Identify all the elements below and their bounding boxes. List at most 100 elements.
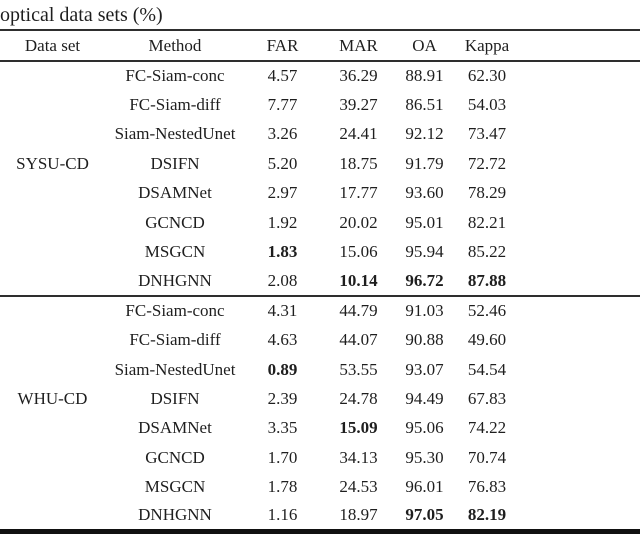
- table-caption: optical data sets (%): [0, 4, 163, 26]
- oa-cell: 93.60: [405, 183, 444, 203]
- kappa-cell: 70.74: [467, 447, 507, 467]
- method-cell: DSAMNet: [138, 418, 212, 438]
- dataset-cell: [0, 237, 105, 266]
- mar-cell: 36.29: [339, 66, 378, 86]
- col-header-kappa: Kappa: [464, 35, 510, 55]
- dataset-cell: [0, 120, 105, 149]
- far-cell: 5.20: [267, 153, 298, 173]
- mar-cell: 39.27: [339, 95, 378, 115]
- method-cell: FC-Siam-conc: [125, 66, 225, 86]
- header-row: Data set Method FAR MAR OA Kappa: [0, 30, 640, 61]
- col-header-mar: MAR: [339, 35, 378, 55]
- mar-cell: 53.55: [339, 359, 378, 379]
- spacer-cell: [522, 237, 640, 266]
- table-row: FC-Siam-conc 4.57 36.29 88.91 62.30: [0, 61, 640, 90]
- dataset-cell: [0, 90, 105, 119]
- oa-cell: 86.51: [405, 95, 444, 115]
- table-row: FC-Siam-diff 4.63 44.07 90.88 49.60: [0, 326, 640, 355]
- dataset-cell: [0, 208, 105, 237]
- kappa-cell: 85.22: [467, 242, 507, 262]
- method-cell: MSGCN: [144, 242, 206, 262]
- kappa-cell: 74.22: [467, 418, 507, 438]
- table-row: WHU-CD DSIFN 2.39 24.78 94.49 67.83: [0, 384, 640, 413]
- col-header-method: Method: [148, 35, 202, 55]
- mar-cell: 24.53: [339, 477, 378, 497]
- col-header-far: FAR: [266, 35, 299, 55]
- far-cell: 3.35: [267, 418, 298, 438]
- far-cell: 0.89: [267, 359, 298, 379]
- kappa-cell: 62.30: [467, 66, 507, 86]
- mar-cell: 15.06: [339, 242, 378, 262]
- kappa-cell: 67.83: [467, 388, 507, 408]
- oa-cell: 96.72: [405, 270, 444, 290]
- far-cell: 3.26: [267, 124, 298, 144]
- oa-cell: 96.01: [405, 477, 444, 497]
- dataset-cell: [0, 61, 105, 90]
- method-cell: GCNCD: [145, 447, 205, 467]
- oa-cell: 97.05: [405, 505, 444, 525]
- mar-cell: 24.41: [339, 124, 378, 144]
- far-cell: 4.31: [245, 295, 320, 326]
- table-row: MSGCN 1.78 24.53 96.01 76.83: [0, 472, 640, 501]
- table-row: Siam-NestedUnet 0.89 53.55 93.07 54.54: [0, 355, 640, 384]
- mar-cell: 10.14: [339, 270, 378, 290]
- kappa-cell: 54.03: [467, 95, 507, 115]
- oa-cell: 95.30: [405, 447, 444, 467]
- spacer-cell: [522, 149, 640, 178]
- dataset-cell: [0, 502, 105, 531]
- method-cell: DSAMNet: [138, 183, 212, 203]
- spacer-cell: [522, 208, 640, 237]
- kappa-cell: 54.54: [467, 359, 507, 379]
- table-row: GCNCD 1.70 34.13 95.30 70.74: [0, 443, 640, 472]
- kappa-cell: 82.21: [467, 212, 507, 232]
- oa-cell: 94.49: [405, 388, 444, 408]
- spacer-cell: [522, 326, 640, 355]
- method-cell: DNHGNN: [138, 270, 212, 290]
- spacer-cell: [522, 295, 640, 326]
- spacer-header: [522, 30, 640, 61]
- far-cell: 1.16: [267, 505, 298, 525]
- kappa-cell: 78.29: [467, 183, 507, 203]
- far-cell: 1.78: [267, 477, 298, 497]
- method-cell: MSGCN: [144, 477, 206, 497]
- kappa-cell: 49.60: [467, 330, 507, 350]
- oa-cell: 95.01: [405, 212, 444, 232]
- far-cell: 1.92: [267, 212, 298, 232]
- mar-cell: 44.07: [339, 330, 378, 350]
- dataset-label: WHU-CD: [17, 388, 88, 408]
- dataset-cell: [0, 355, 105, 384]
- spacer-cell: [522, 384, 640, 413]
- table-row: DNHGNN 2.08 10.14 96.72 87.88: [0, 267, 640, 296]
- table-row: FC-Siam-conc 4.31 44.79 91.03 52.46: [0, 295, 640, 326]
- method-cell: GCNCD: [145, 212, 205, 232]
- method-cell: FC-Siam-conc: [105, 295, 245, 326]
- oa-cell: 88.91: [405, 66, 444, 86]
- method-cell: DSIFN: [150, 388, 200, 408]
- far-cell: 7.77: [267, 95, 298, 115]
- oa-cell: 92.12: [405, 124, 444, 144]
- spacer-cell: [522, 502, 640, 531]
- table-row: DSAMNet 2.97 17.77 93.60 78.29: [0, 179, 640, 208]
- oa-cell: 91.79: [405, 153, 444, 173]
- dataset-cell: [0, 414, 105, 443]
- table-row: GCNCD 1.92 20.02 95.01 82.21: [0, 208, 640, 237]
- far-cell: 2.97: [267, 183, 298, 203]
- oa-cell: 90.88: [405, 330, 444, 350]
- dataset-cell: [0, 326, 105, 355]
- mar-cell: 44.79: [320, 295, 397, 326]
- mar-cell: 24.78: [339, 388, 378, 408]
- table-row: DNHGNN 1.16 18.97 97.05 82.19: [0, 502, 640, 531]
- dataset-cell: [0, 472, 105, 501]
- far-cell: 4.57: [267, 66, 298, 86]
- method-cell: DNHGNN: [138, 505, 212, 525]
- method-cell: FC-Siam-diff: [129, 330, 221, 350]
- mar-cell: 18.97: [339, 505, 378, 525]
- far-cell: 4.63: [267, 330, 298, 350]
- table-row: SYSU-CD DSIFN 5.20 18.75 91.79 72.72: [0, 149, 640, 178]
- oa-cell: 91.03: [397, 295, 452, 326]
- far-cell: 1.70: [267, 447, 298, 467]
- method-cell: FC-Siam-diff: [129, 95, 221, 115]
- spacer-cell: [522, 472, 640, 501]
- method-cell: DSIFN: [150, 153, 200, 173]
- method-cell: Siam-NestedUnet: [114, 359, 236, 379]
